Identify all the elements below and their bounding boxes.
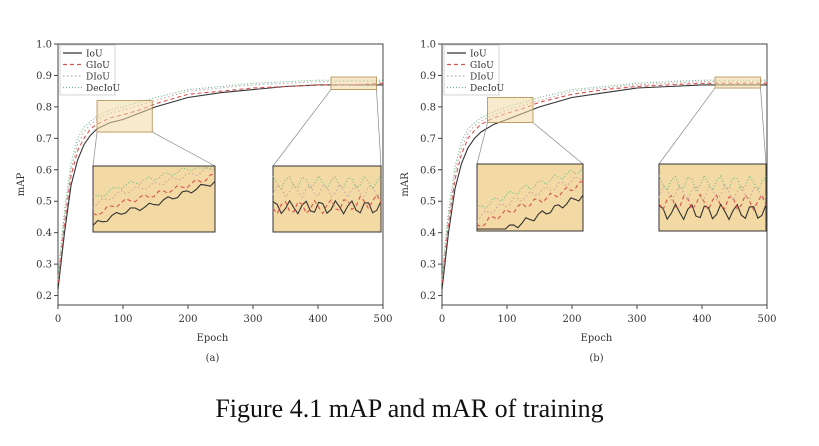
y-tick-label: 0.4 [420, 228, 436, 239]
zoom-group-1 [92, 100, 216, 233]
zoom-inset [272, 165, 382, 233]
x-axis-label: Epoch [581, 333, 613, 344]
legend-label-diou: DIoU [470, 73, 494, 83]
x-tick-label: 300 [627, 314, 646, 325]
zoom-series-diou [92, 167, 216, 209]
series-line-deciou [57, 79, 383, 277]
y-tick-label: 0.9 [36, 71, 52, 82]
zoom-group-1 [476, 97, 584, 232]
legend-label-diou: DIoU [86, 73, 110, 83]
x-tick-label: 500 [757, 314, 776, 325]
zoom-connector [760, 87, 767, 165]
zoom-connector [476, 122, 488, 165]
legend-label-iou: IoU [86, 50, 103, 60]
chart-panel-a: 0.2 0.3 0.4 0.5 0.6 0.7 0.8 0.9 1.0 0 100 200 300 400… [16, 40, 393, 365]
y-tick-label: 0.7 [420, 134, 436, 145]
x-tick-label: 500 [373, 314, 392, 325]
zoom-series-giou [658, 193, 767, 212]
panel-label: (b) [589, 353, 603, 364]
zoom-inset [476, 163, 584, 232]
zoom-region [330, 76, 377, 90]
x-tick-label: 200 [178, 314, 197, 325]
zoom-series-giou [272, 193, 382, 215]
x-tick-label: 400 [692, 314, 711, 325]
y-tick-label: 0.9 [420, 71, 436, 82]
x-tick-label: 300 [243, 314, 262, 325]
y-tick-label: 0.8 [420, 102, 436, 113]
zoom-series-iou [92, 180, 216, 226]
zoom-group-2 [272, 76, 382, 233]
x-tick-label: 0 [55, 314, 61, 325]
zoom-region [487, 97, 534, 124]
x-tick-label: 400 [308, 314, 327, 325]
panel-label: (a) [206, 353, 220, 364]
zoom-series-deciou [476, 166, 584, 209]
zoom-connector [658, 87, 716, 165]
legend-label-deciou: DecIoU [470, 84, 505, 94]
zoom-series-iou [477, 194, 584, 230]
zoom-series-deciou [272, 174, 382, 191]
y-tick-label: 0.4 [36, 228, 52, 239]
x-tick-label: 100 [497, 314, 516, 325]
y-tick-label: 0.5 [36, 197, 52, 208]
y-tick-label: 0.8 [36, 102, 52, 113]
y-tick-label: 0.5 [420, 197, 436, 208]
y-tick-label: 0.2 [36, 291, 52, 302]
plot-frame [441, 43, 768, 306]
zoom-series-diou [476, 176, 584, 223]
zoom-inset [658, 163, 767, 232]
zoom-series-deciou [92, 167, 215, 198]
zoom-series-giou [92, 173, 216, 216]
y-axis-label: mAR [400, 172, 411, 197]
legend-label-deciou: DecIoU [86, 84, 121, 94]
zoom-connector [272, 89, 332, 167]
zoom-inset [92, 165, 216, 233]
y-tick-label: 1.0 [420, 40, 436, 51]
y-axis-label: mAP [16, 173, 27, 197]
zoom-connector [152, 131, 216, 167]
legend-label-giou: GIoU [86, 61, 110, 71]
y-tick-label: 0.2 [420, 291, 436, 302]
zoom-group-2 [658, 76, 767, 232]
y-tick-label: 0.3 [36, 260, 52, 271]
zoom-connector [376, 89, 382, 167]
zoom-connector [92, 132, 98, 167]
zoom-region [714, 76, 761, 89]
y-tick-label: 0.7 [36, 134, 52, 145]
zoom-series-giou [476, 180, 584, 228]
zoom-region [96, 100, 153, 133]
figure-caption: Figure 4.1 mAP and mAR of training [215, 394, 604, 423]
legend-label-iou: IoU [470, 50, 487, 60]
legend-label-giou: GIoU [470, 61, 494, 71]
x-tick-label: 100 [113, 314, 132, 325]
y-tick-label: 0.3 [420, 260, 436, 271]
zoom-series-iou [272, 199, 382, 215]
zoom-connector [532, 122, 584, 165]
y-tick-label: 0.6 [36, 165, 52, 176]
zoom-series-diou [658, 183, 767, 202]
y-tick-label: 0.6 [420, 165, 436, 176]
x-tick-label: 200 [562, 314, 581, 325]
x-axis-label: Epoch [197, 333, 229, 344]
y-tick-label: 1.0 [36, 40, 52, 51]
x-tick-label: 0 [439, 314, 445, 325]
plot-frame [57, 43, 384, 306]
chart-panel-b: 0.2 0.3 0.4 0.5 0.6 0.7 0.8 0.9 1.0 0 100 200 300 400… [400, 40, 777, 365]
